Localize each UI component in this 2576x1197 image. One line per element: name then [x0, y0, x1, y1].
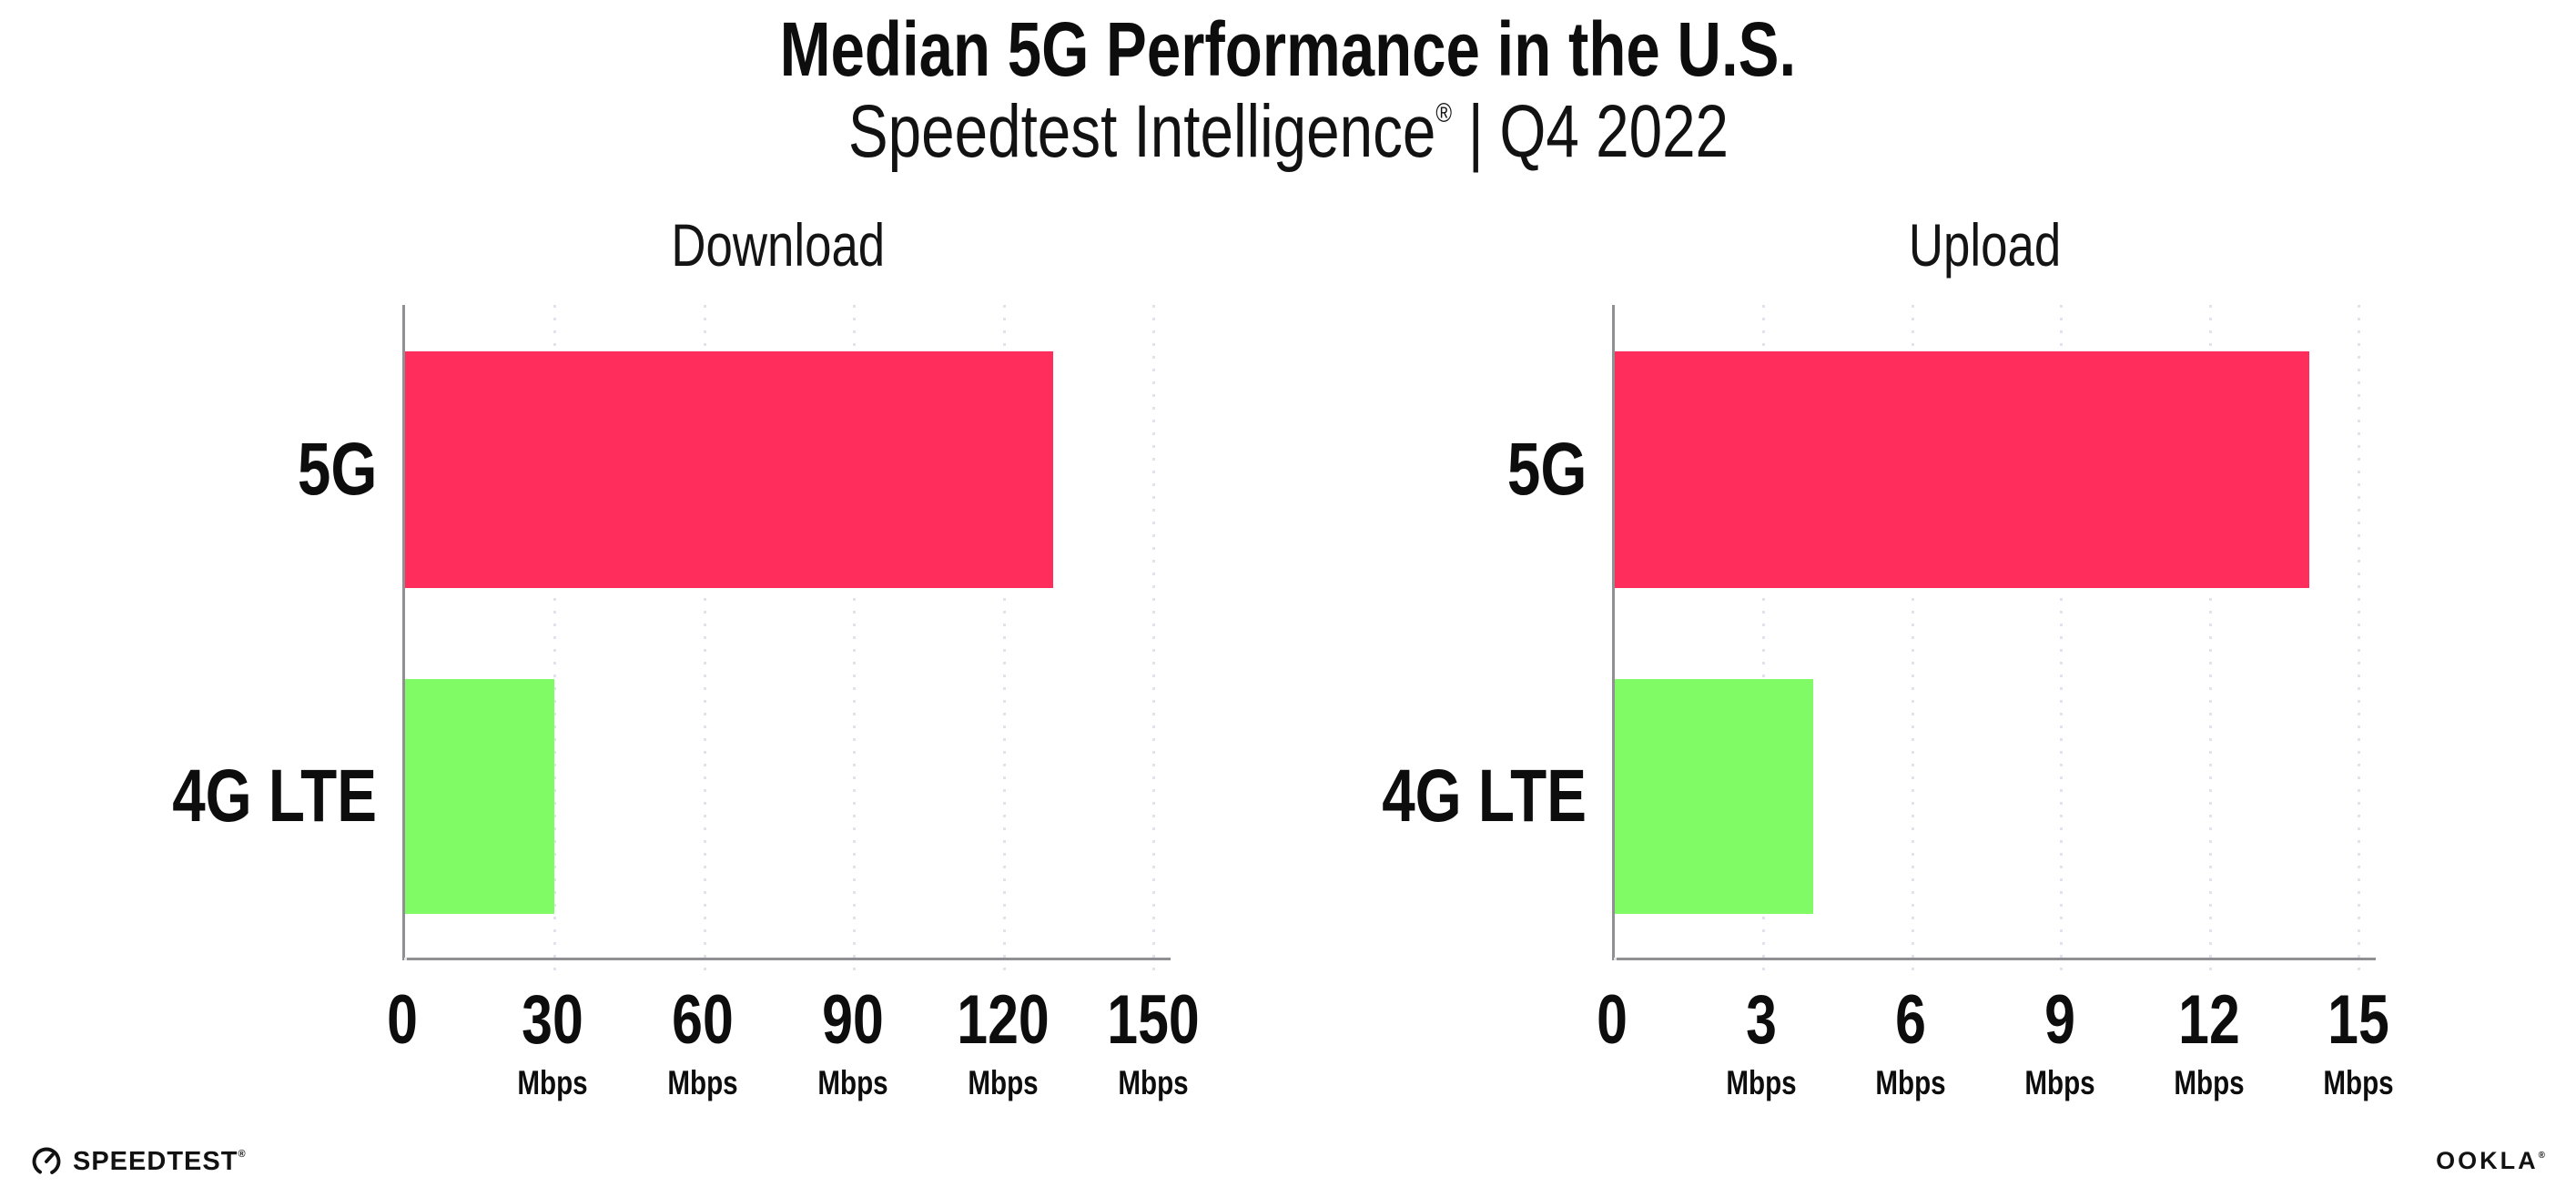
bar-4g-lte-download	[405, 678, 555, 914]
bar-4g-lte-upload	[1615, 678, 1813, 914]
gridline-0-download	[404, 958, 407, 970]
speedtest-gauge-icon	[31, 1146, 62, 1177]
x-tick-0-download: 0	[387, 986, 418, 1055]
upload-category-labels: 5G 4G LTE	[0, 305, 1587, 958]
speedtest-registered-mark: ®	[238, 1148, 246, 1160]
subtitle-brand: Speedtest Intelligence	[847, 90, 1435, 173]
download-category-labels: 5G 4G LTE	[0, 305, 377, 958]
x-tick-value: 0	[387, 981, 418, 1059]
category-label-5g-upload: 5G	[1506, 428, 1587, 512]
download-x-axis: 0 30 Mbps 60 Mbps 90 Mbps 120 Mbps 150 Mbps	[387, 981, 1200, 1131]
x-tick-12-upload: 12 Mbps	[2174, 981, 2245, 1101]
x-tick-unit: Mbps	[2024, 1064, 2095, 1101]
x-tick-150-download: 150 Mbps	[1107, 981, 1200, 1101]
page-subtitle: Speedtest Intelligence® | Q4 2022	[0, 90, 2576, 173]
x-tick-unit: Mbps	[817, 1064, 888, 1101]
ookla-registered-mark: ®	[2538, 1151, 2545, 1161]
x-tick-value: 0	[1597, 981, 1628, 1059]
speedtest-logo: SPEEDTEST®	[31, 1146, 246, 1177]
x-tick-value: 12	[2178, 981, 2240, 1059]
x-tick-unit: Mbps	[1118, 1064, 1189, 1101]
x-tick-value: 150	[1107, 981, 1200, 1059]
x-tick-unit: Mbps	[2323, 1064, 2394, 1101]
gridline-90-download	[853, 305, 857, 970]
bar-5g-upload	[1615, 350, 2309, 589]
download-chart-title: Download	[671, 211, 885, 279]
x-tick-3-upload: 3 Mbps	[1726, 981, 1797, 1101]
x-tick-9-upload: 9 Mbps	[2024, 981, 2095, 1101]
subtitle-period: Q4 2022	[1498, 90, 1729, 173]
ookla-logo: OOKLA®	[2436, 1149, 2545, 1173]
gridline-15-upload	[2358, 305, 2360, 970]
x-tick-value: 6	[1895, 981, 1926, 1059]
upload-chart-title: Upload	[1909, 211, 2062, 279]
gridline-9-upload	[2060, 305, 2064, 970]
x-tick-unit: Mbps	[2174, 1064, 2245, 1101]
registered-mark: ®	[1435, 98, 1452, 128]
gridline-120-download	[1002, 305, 1006, 970]
category-label-4g-lte-download: 4G LTE	[172, 754, 377, 837]
x-tick-120-download: 120 Mbps	[957, 981, 1050, 1101]
upload-x-axis: 0 3 Mbps 6 Mbps 9 Mbps 12 Mbps 15 Mbps	[1597, 981, 2394, 1131]
gridline-150-download	[1152, 305, 1155, 970]
gridline-0-upload	[1614, 958, 1617, 970]
speedtest-wordmark: SPEEDTEST	[73, 1146, 238, 1176]
x-tick-value: 120	[957, 981, 1050, 1059]
x-tick-60-download: 60 Mbps	[667, 981, 738, 1101]
x-tick-value: 30	[522, 981, 583, 1059]
page-title: Median 5G Performance in the U.S.	[0, 11, 2576, 87]
category-label-5g-download: 5G	[297, 428, 377, 512]
x-tick-value: 60	[672, 981, 734, 1059]
x-tick-value: 3	[1746, 981, 1777, 1059]
x-tick-value: 15	[2328, 981, 2389, 1059]
x-tick-30-download: 30 Mbps	[517, 981, 588, 1101]
x-tick-6-upload: 6 Mbps	[1875, 981, 1946, 1101]
gridline-30-download	[553, 305, 557, 970]
bar-5g-download	[405, 350, 1054, 589]
page-title-text: Median 5G Performance in the U.S.	[779, 6, 1797, 92]
x-tick-unit: Mbps	[667, 1064, 738, 1101]
gridline-12-upload	[2208, 305, 2212, 970]
subtitle-separator: |	[1467, 90, 1484, 173]
download-plot-area	[402, 305, 1171, 970]
x-tick-90-download: 90 Mbps	[817, 981, 888, 1101]
x-tick-unit: Mbps	[1875, 1064, 1946, 1101]
x-tick-unit: Mbps	[968, 1064, 1039, 1101]
category-label-4g-lte-upload: 4G LTE	[1382, 754, 1587, 837]
ookla-wordmark: OOKLA	[2436, 1147, 2539, 1174]
gridline-60-download	[703, 305, 706, 970]
x-tick-15-upload: 15 Mbps	[2323, 981, 2394, 1101]
gridline-6-upload	[1911, 305, 1914, 970]
upload-plot-area	[1612, 305, 2376, 970]
x-tick-value: 9	[2044, 981, 2075, 1059]
x-tick-unit: Mbps	[1726, 1064, 1797, 1101]
x-tick-unit: Mbps	[517, 1064, 588, 1101]
gridline-3-upload	[1762, 305, 1766, 970]
x-tick-value: 90	[822, 981, 884, 1059]
x-tick-0-upload: 0	[1597, 986, 1628, 1055]
